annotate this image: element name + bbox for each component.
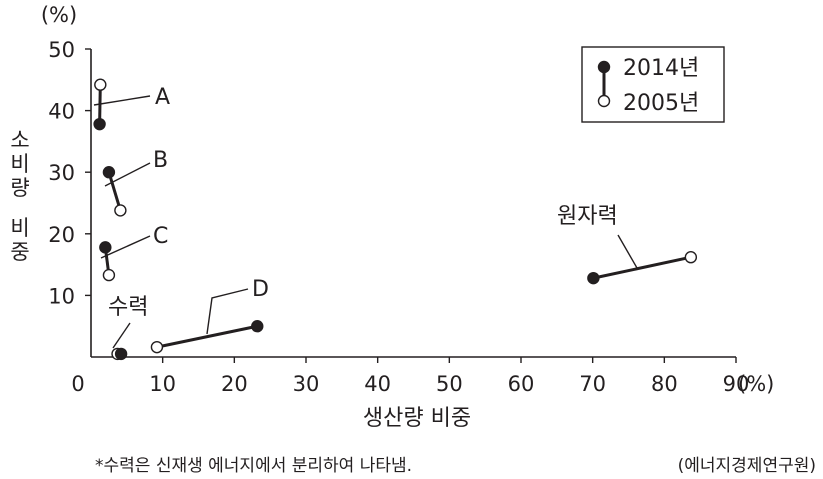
y-ticks: 10 20 30 40 50 xyxy=(48,38,91,308)
y-unit: (%) xyxy=(41,3,77,27)
point-2014-4 xyxy=(114,347,128,361)
x-tick-label: 50 xyxy=(436,372,463,396)
point-2014-5 xyxy=(587,271,600,285)
label-nuclear: 원자력 xyxy=(557,204,618,229)
x-tick-label: 0 xyxy=(71,372,84,396)
label-A: A xyxy=(155,85,170,110)
pair-connector-5 xyxy=(593,255,692,280)
pair-connector-1 xyxy=(107,171,122,211)
point-2005-3 xyxy=(150,340,164,354)
label-D: D xyxy=(252,277,269,302)
y-axis-title-char: 비 xyxy=(10,216,29,240)
y-tick-label: 50 xyxy=(48,38,75,62)
y-axis-title-char: 량 xyxy=(10,176,29,200)
point-2005-0 xyxy=(94,78,107,91)
y-tick-label: 40 xyxy=(48,100,75,124)
callout-line-A xyxy=(93,95,151,106)
legend-marker-2005 xyxy=(597,94,611,108)
x-tick-label: 10 xyxy=(149,372,176,396)
x-ticks: 0 10 20 30 40 50 60 70 80 90 xyxy=(71,357,749,396)
x-tick-label: 80 xyxy=(651,372,678,396)
pair-connector-3 xyxy=(156,324,258,349)
y-axis-title-char: 소 xyxy=(10,128,29,152)
callout-line-hydro xyxy=(112,322,131,349)
point-2014-3 xyxy=(251,320,264,333)
x-axis-title: 생산량 비중 xyxy=(363,406,471,431)
label-hydro: 수력 xyxy=(108,295,148,320)
point-2005-2 xyxy=(102,268,116,282)
x-tick-label: 40 xyxy=(364,372,391,396)
callouts: A B C D 수력 원자력 xyxy=(93,85,638,349)
legend-label-2014: 2014년 xyxy=(623,56,699,81)
point-2014-0 xyxy=(93,117,106,131)
callout-line-nuclear xyxy=(617,234,638,269)
y-tick-label: 20 xyxy=(48,223,75,247)
callout-line-B xyxy=(104,162,151,187)
source: (에너지경제연구원) xyxy=(678,456,816,476)
label-B: B xyxy=(153,148,168,173)
point-2014-1 xyxy=(102,165,116,179)
x-tick-label: 90 xyxy=(723,372,750,396)
y-axis-title-char: 중 xyxy=(10,240,29,264)
footnote: *수력은 신재생 에너지에서 분리하여 나타냄. xyxy=(95,456,412,476)
callout-line-D xyxy=(206,288,249,335)
callout-line-C xyxy=(100,235,151,259)
plot-area xyxy=(93,78,698,361)
x-tick-label: 30 xyxy=(293,372,320,396)
y-axis-title-char: 비 xyxy=(10,152,29,176)
point-2005-5 xyxy=(684,251,698,264)
legend-marker-2014 xyxy=(597,60,611,74)
x-unit: (%) xyxy=(738,372,774,396)
y-tick-label: 10 xyxy=(48,284,75,308)
legend: 2014년 2005년 xyxy=(581,46,725,123)
x-tick-label: 60 xyxy=(508,372,535,396)
legend-box xyxy=(581,46,725,123)
x-tick-label: 20 xyxy=(221,372,248,396)
label-C: C xyxy=(153,224,168,249)
point-2005-1 xyxy=(114,204,127,217)
legend-label-2005: 2005년 xyxy=(623,91,699,116)
x-tick-label: 70 xyxy=(579,372,606,396)
point-2014-2 xyxy=(99,241,112,254)
y-tick-label: 30 xyxy=(48,161,75,185)
